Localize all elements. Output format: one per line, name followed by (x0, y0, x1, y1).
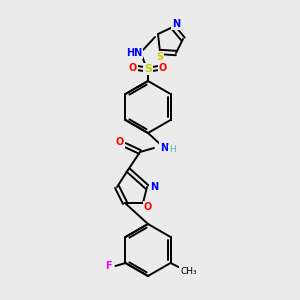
Text: O: O (116, 137, 124, 147)
Text: O: O (159, 63, 167, 73)
Text: N: N (160, 143, 168, 153)
Text: H: H (169, 146, 176, 154)
Text: N: N (150, 182, 158, 192)
Text: N: N (172, 19, 180, 29)
Text: O: O (144, 202, 152, 212)
Text: F: F (105, 261, 112, 271)
Text: O: O (129, 63, 137, 73)
Text: CH₃: CH₃ (180, 266, 197, 275)
Text: HN: HN (126, 48, 142, 58)
Text: S: S (144, 64, 152, 74)
Text: S: S (156, 52, 164, 62)
